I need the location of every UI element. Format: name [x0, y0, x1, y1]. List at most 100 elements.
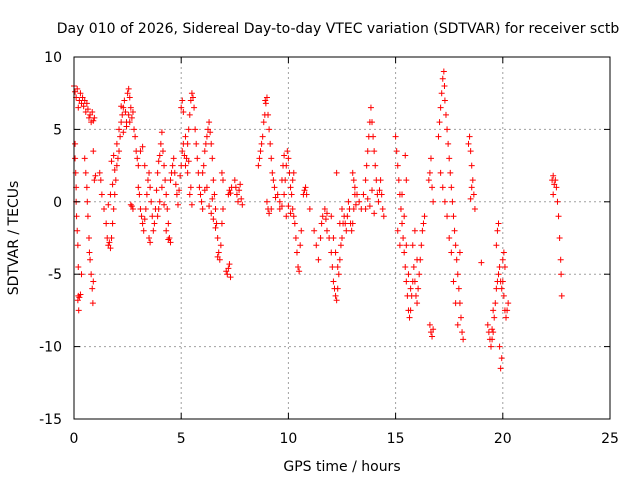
data-point [146, 235, 153, 241]
data-point [283, 213, 290, 220]
data-point [280, 162, 287, 169]
data-point [91, 114, 98, 121]
data-point [336, 256, 343, 263]
data-point [558, 271, 565, 278]
data-point [177, 172, 184, 179]
data-point [124, 90, 131, 97]
data-point [218, 169, 225, 176]
data-point [484, 321, 491, 328]
plot-frame [73, 56, 611, 420]
data-point [170, 155, 177, 162]
data-point [127, 201, 134, 208]
data-point [109, 181, 116, 188]
data-point [446, 155, 453, 162]
data-point [74, 85, 81, 92]
data-point [505, 300, 512, 307]
data-point [447, 169, 454, 176]
data-point [72, 155, 79, 162]
data-point [446, 235, 453, 241]
data-point [399, 191, 406, 198]
data-point [164, 206, 171, 213]
data-point [260, 119, 267, 126]
data-point [113, 140, 120, 147]
data-point [199, 169, 206, 176]
data-point [394, 162, 401, 169]
data-point [265, 111, 272, 118]
data-point [352, 201, 359, 208]
data-point [290, 169, 297, 176]
data-point [435, 133, 442, 140]
data-point [212, 224, 219, 231]
y-tick-label: 0 [53, 195, 62, 211]
data-point [212, 206, 219, 213]
data-point [364, 148, 371, 155]
data-point [453, 256, 460, 263]
data-point [153, 187, 160, 194]
data-point [158, 129, 165, 136]
data-point [118, 119, 125, 126]
data-point [218, 220, 225, 227]
data-point [456, 249, 463, 256]
data-point [414, 256, 421, 263]
data-point [319, 213, 326, 220]
data-point [369, 119, 376, 126]
data-point [440, 68, 447, 75]
data-point [427, 155, 434, 162]
data-point [287, 210, 294, 217]
data-point [231, 177, 238, 184]
data-point [271, 184, 278, 191]
data-point [139, 143, 146, 150]
data-point [116, 148, 123, 155]
data-point [290, 213, 297, 220]
data-point [393, 148, 400, 155]
data-point [159, 148, 166, 155]
data-point [155, 158, 162, 165]
data-point [369, 187, 376, 194]
data-point [263, 198, 270, 205]
data-point [236, 187, 243, 194]
data-point [402, 263, 409, 270]
data-point [317, 235, 324, 241]
data-point [84, 213, 91, 220]
data-point [214, 253, 221, 260]
data-point [106, 239, 113, 246]
data-point [188, 201, 195, 208]
y-tick-label: 5 [53, 122, 62, 138]
data-point [184, 169, 191, 176]
data-point [165, 220, 172, 227]
data-point [156, 198, 163, 205]
data-point [375, 198, 382, 205]
data-point [468, 184, 475, 191]
data-point [328, 213, 335, 220]
data-point [452, 242, 459, 249]
data-point [411, 278, 418, 285]
data-point [269, 169, 276, 176]
data-point [144, 177, 151, 184]
data-point [448, 184, 455, 191]
data-point [366, 203, 373, 210]
data-point [332, 249, 339, 256]
data-point [351, 184, 358, 191]
data-point [96, 169, 103, 176]
data-point [73, 213, 80, 220]
data-point [184, 140, 191, 147]
data-point [141, 162, 148, 169]
data-point [199, 206, 206, 213]
data-point [137, 148, 144, 155]
data-point [185, 158, 192, 165]
data-point [135, 184, 142, 191]
data-point [82, 169, 89, 176]
data-point [296, 268, 303, 275]
data-point [429, 333, 436, 340]
data-point [134, 155, 141, 162]
data-point [193, 140, 200, 147]
data-point [255, 162, 262, 169]
x-tick-label: 0 [70, 431, 79, 447]
data-point [349, 169, 356, 176]
data-point [129, 109, 136, 116]
data-point [138, 213, 145, 220]
data-points [71, 68, 565, 372]
data-point [209, 195, 216, 202]
data-point [363, 162, 370, 169]
data-point [450, 278, 457, 285]
